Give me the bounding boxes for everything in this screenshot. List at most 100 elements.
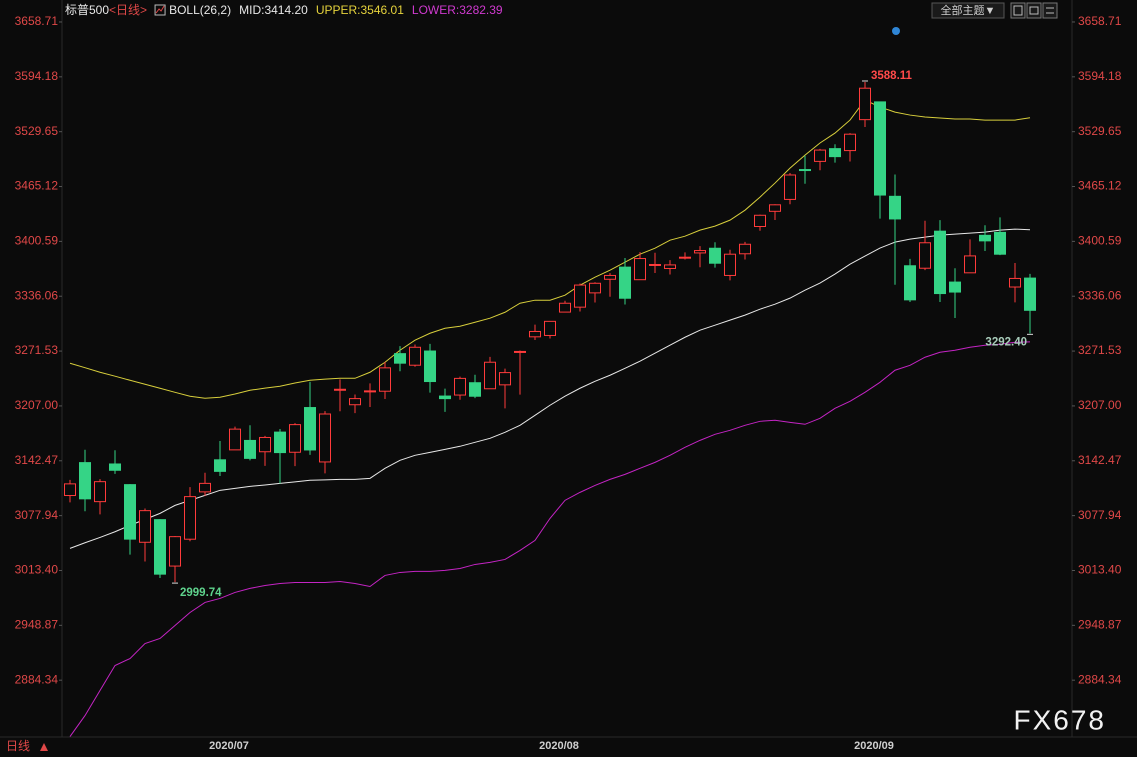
candle-body bbox=[589, 282, 601, 294]
y-tick-label: 3529.65 bbox=[15, 124, 59, 138]
candle-body bbox=[229, 428, 241, 451]
tool-icon-glyph bbox=[1013, 5, 1023, 16]
candle-body bbox=[664, 264, 676, 269]
candle-body bbox=[154, 519, 166, 575]
candle-body bbox=[964, 255, 976, 274]
candle-body bbox=[949, 281, 961, 293]
period-button[interactable]: 日线 bbox=[6, 739, 48, 753]
theme-button-label[interactable]: 全部主题▼ bbox=[941, 3, 996, 17]
y-tick-label: 3336.06 bbox=[15, 288, 59, 302]
y-tick-label: 3142.47 bbox=[15, 453, 59, 467]
candle-body bbox=[739, 243, 751, 255]
candle-body bbox=[859, 87, 871, 121]
candle-body bbox=[79, 462, 91, 500]
candle-body bbox=[829, 148, 841, 158]
x-tick-label: 2020/09 bbox=[854, 740, 894, 752]
y-tick-label-right: 3529.65 bbox=[1078, 124, 1122, 138]
tool-icon-glyph bbox=[1029, 6, 1039, 15]
candle-body bbox=[454, 377, 466, 396]
candle-body bbox=[184, 496, 196, 540]
candle-body bbox=[649, 263, 661, 266]
candle-body bbox=[409, 346, 421, 366]
candle-body bbox=[769, 204, 781, 212]
boll-line bbox=[69, 228, 1031, 549]
candle-body bbox=[844, 133, 856, 152]
x-tick-label: 2020/07 bbox=[209, 740, 249, 752]
candle-body bbox=[469, 382, 481, 397]
y-tick-label-right: 3594.18 bbox=[1078, 69, 1122, 83]
candle-body bbox=[109, 463, 121, 471]
y-tick-label-right: 3465.12 bbox=[1078, 179, 1122, 193]
candle-body bbox=[364, 390, 376, 393]
y-tick-label-right: 3336.06 bbox=[1078, 288, 1122, 302]
candle-body bbox=[604, 274, 616, 280]
tool-icon[interactable] bbox=[1010, 2, 1026, 19]
candle-body bbox=[349, 398, 361, 406]
y-tick-label-right: 3013.40 bbox=[1078, 563, 1122, 577]
y-tick-label-right: 3077.94 bbox=[1078, 508, 1122, 522]
y-tick-label: 3271.53 bbox=[15, 343, 59, 357]
candle-body bbox=[514, 350, 526, 353]
candle-body bbox=[619, 266, 631, 299]
candle-body bbox=[754, 214, 766, 227]
y-tick-label: 2948.87 bbox=[15, 618, 59, 632]
y-tick-label-right: 3142.47 bbox=[1078, 453, 1122, 467]
event-marker[interactable] bbox=[892, 27, 900, 35]
extreme-label: 3588.11 bbox=[871, 70, 913, 82]
candle-body bbox=[874, 101, 886, 196]
candle-body bbox=[574, 284, 586, 308]
indicator-icon-glyph bbox=[155, 5, 165, 14]
candle-body bbox=[289, 424, 301, 453]
candle-body bbox=[499, 372, 511, 386]
candle-body bbox=[919, 242, 931, 269]
y-tick-label-right: 2884.34 bbox=[1078, 672, 1122, 686]
period-button-arrow[interactable] bbox=[40, 743, 48, 751]
candle-body bbox=[694, 250, 706, 254]
candle-body bbox=[904, 265, 916, 301]
y-tick-label-right: 3207.00 bbox=[1078, 398, 1122, 412]
x-tick-label: 2020/08 bbox=[539, 740, 579, 752]
y-tick-label: 3400.59 bbox=[15, 234, 59, 248]
candle-body bbox=[544, 320, 556, 336]
candle-body bbox=[799, 169, 811, 172]
boll-line bbox=[69, 341, 1031, 737]
candle-body bbox=[199, 482, 211, 493]
header-text: BOLL(26,2) bbox=[169, 3, 231, 17]
theme-button[interactable]: 全部主题▼ bbox=[931, 2, 1005, 19]
candle-body bbox=[679, 256, 691, 259]
y-tick-label: 3207.00 bbox=[15, 398, 59, 412]
period-button-label[interactable]: 日线 bbox=[6, 739, 30, 753]
candle-body bbox=[559, 302, 571, 313]
y-tick-label-right: 3271.53 bbox=[1078, 343, 1122, 357]
header-text: 标普500 bbox=[65, 3, 109, 17]
tool-icon[interactable] bbox=[1026, 2, 1042, 19]
candle-body bbox=[784, 174, 796, 200]
y-tick-label-right: 3658.71 bbox=[1078, 14, 1122, 28]
y-tick-label: 3077.94 bbox=[15, 508, 59, 522]
header-text: <日线> bbox=[109, 3, 147, 17]
indicator-icon bbox=[154, 4, 166, 16]
candle-body bbox=[439, 395, 451, 400]
header-text: MID:3414.20 bbox=[239, 3, 308, 17]
candle-body bbox=[319, 413, 331, 463]
candle-body bbox=[889, 195, 901, 220]
y-tick-label: 3594.18 bbox=[15, 69, 59, 83]
tool-icon[interactable] bbox=[1042, 2, 1058, 19]
extreme-label: 2999.74 bbox=[180, 587, 222, 599]
theme-button-box[interactable] bbox=[931, 2, 1005, 19]
candle-body bbox=[379, 367, 391, 392]
watermark: FX678 bbox=[1014, 704, 1107, 735]
candle-body bbox=[169, 536, 181, 567]
candle-body bbox=[94, 481, 106, 503]
candle-body bbox=[979, 234, 991, 242]
header-text: UPPER:3546.01 bbox=[316, 3, 404, 17]
candle-body bbox=[529, 330, 541, 338]
y-tick-label: 3465.12 bbox=[15, 179, 59, 193]
candle-body bbox=[484, 361, 496, 390]
candle-body bbox=[1024, 277, 1036, 311]
y-tick-label: 2884.34 bbox=[15, 672, 59, 686]
tool-icons bbox=[1010, 2, 1058, 19]
candle-body bbox=[334, 388, 346, 391]
